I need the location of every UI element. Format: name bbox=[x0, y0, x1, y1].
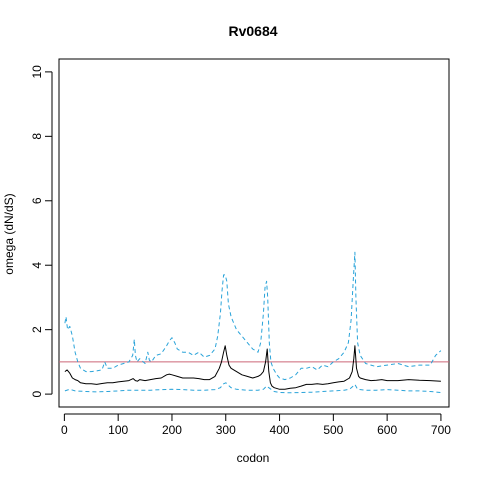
plot-area: 0 100 200 300 400 500 600 700 0 2 4 6 8 10 bbox=[30, 58, 451, 437]
x-tick-label: 500 bbox=[323, 423, 343, 437]
y-tick-label: 10 bbox=[30, 65, 44, 79]
plot-frame bbox=[58, 58, 450, 408]
y-tick-label: 4 bbox=[30, 262, 44, 269]
y-tick-label: 8 bbox=[30, 133, 44, 140]
x-tick-label: 700 bbox=[431, 423, 451, 437]
series-line-mean bbox=[64, 345, 441, 390]
x-tick-label: 0 bbox=[61, 423, 68, 437]
y-axis-label: omega (dN/dS) bbox=[2, 193, 16, 274]
x-tick-label: 600 bbox=[377, 423, 397, 437]
x-tick-label: 100 bbox=[108, 423, 128, 437]
y-tick-label: 0 bbox=[30, 390, 44, 397]
x-axis-label: codon bbox=[237, 451, 270, 465]
x-tick-label: 200 bbox=[162, 423, 182, 437]
x-tick-label: 400 bbox=[270, 423, 290, 437]
y-tick-label: 2 bbox=[30, 326, 44, 333]
chart-title: Rv0684 bbox=[228, 23, 277, 39]
x-tick-label: 300 bbox=[216, 423, 236, 437]
y-tick-label: 6 bbox=[30, 197, 44, 204]
series-line-upper bbox=[64, 251, 442, 381]
series-line-lower bbox=[64, 382, 441, 394]
